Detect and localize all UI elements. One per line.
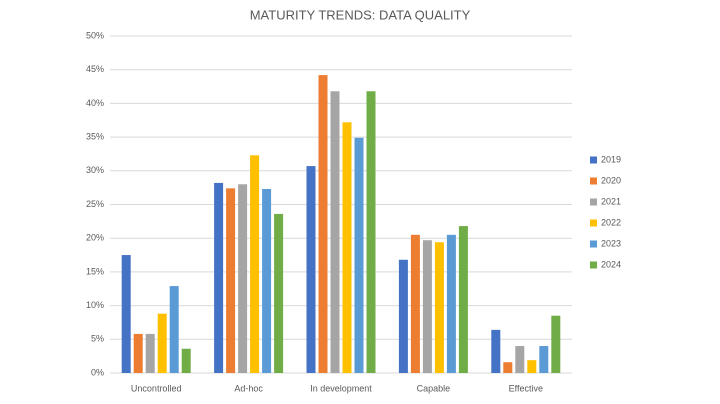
y-tick-label: 50% bbox=[86, 30, 104, 40]
bar bbox=[398, 259, 408, 373]
y-tick-label: 30% bbox=[86, 165, 104, 175]
bar bbox=[515, 346, 525, 373]
bar bbox=[121, 255, 131, 373]
y-tick-label: 45% bbox=[86, 64, 104, 74]
x-tick-label: Ad-hoc bbox=[234, 383, 263, 393]
bar bbox=[238, 184, 248, 373]
bar bbox=[342, 122, 352, 373]
x-tick-label: In development bbox=[310, 383, 372, 393]
legend-label: 2023 bbox=[601, 238, 621, 248]
bar bbox=[157, 313, 167, 373]
legend-label: 2022 bbox=[601, 217, 621, 227]
y-tick-label: 20% bbox=[86, 233, 104, 243]
bar bbox=[434, 242, 444, 373]
x-tick-label: Effective bbox=[509, 383, 543, 393]
bar bbox=[458, 226, 468, 373]
y-tick-label: 35% bbox=[86, 131, 104, 141]
x-tick-label: Capable bbox=[417, 383, 451, 393]
bar bbox=[169, 286, 179, 373]
y-tick-label: 10% bbox=[86, 300, 104, 310]
chart-title: MATURITY TRENDS: DATA QUALITY bbox=[250, 7, 471, 22]
bar bbox=[274, 213, 284, 373]
bar bbox=[226, 188, 236, 373]
bar bbox=[181, 348, 191, 373]
y-tick-label: 25% bbox=[86, 199, 104, 209]
bar bbox=[330, 91, 340, 373]
legend-swatch bbox=[590, 156, 597, 164]
legend-swatch bbox=[590, 177, 597, 185]
bar bbox=[527, 360, 537, 373]
legend-swatch bbox=[590, 261, 597, 269]
y-tick-label: 40% bbox=[86, 98, 104, 108]
bar bbox=[214, 182, 224, 373]
bar bbox=[551, 315, 561, 373]
bar bbox=[250, 155, 260, 373]
legend-label: 2024 bbox=[601, 259, 621, 269]
y-tick-label: 0% bbox=[91, 367, 104, 377]
legend-swatch bbox=[590, 219, 597, 227]
bar bbox=[539, 346, 549, 373]
bar bbox=[354, 137, 364, 373]
bar bbox=[446, 234, 456, 373]
legend-swatch bbox=[590, 240, 597, 248]
bar bbox=[318, 75, 328, 373]
x-tick-label: Uncontrolled bbox=[131, 383, 182, 393]
legend-label: 2020 bbox=[601, 175, 621, 185]
legend-swatch bbox=[590, 198, 597, 206]
y-tick-label: 5% bbox=[91, 334, 104, 344]
legend-label: 2021 bbox=[601, 196, 621, 206]
y-tick-label: 15% bbox=[86, 266, 104, 276]
bar bbox=[491, 329, 501, 373]
legend-label: 2019 bbox=[601, 154, 621, 164]
bar bbox=[422, 240, 432, 373]
bar bbox=[262, 188, 272, 373]
bar bbox=[133, 333, 143, 373]
bar bbox=[366, 91, 376, 373]
bar bbox=[503, 362, 513, 373]
bar bbox=[306, 166, 316, 373]
bar bbox=[410, 234, 420, 373]
bar bbox=[145, 333, 155, 373]
